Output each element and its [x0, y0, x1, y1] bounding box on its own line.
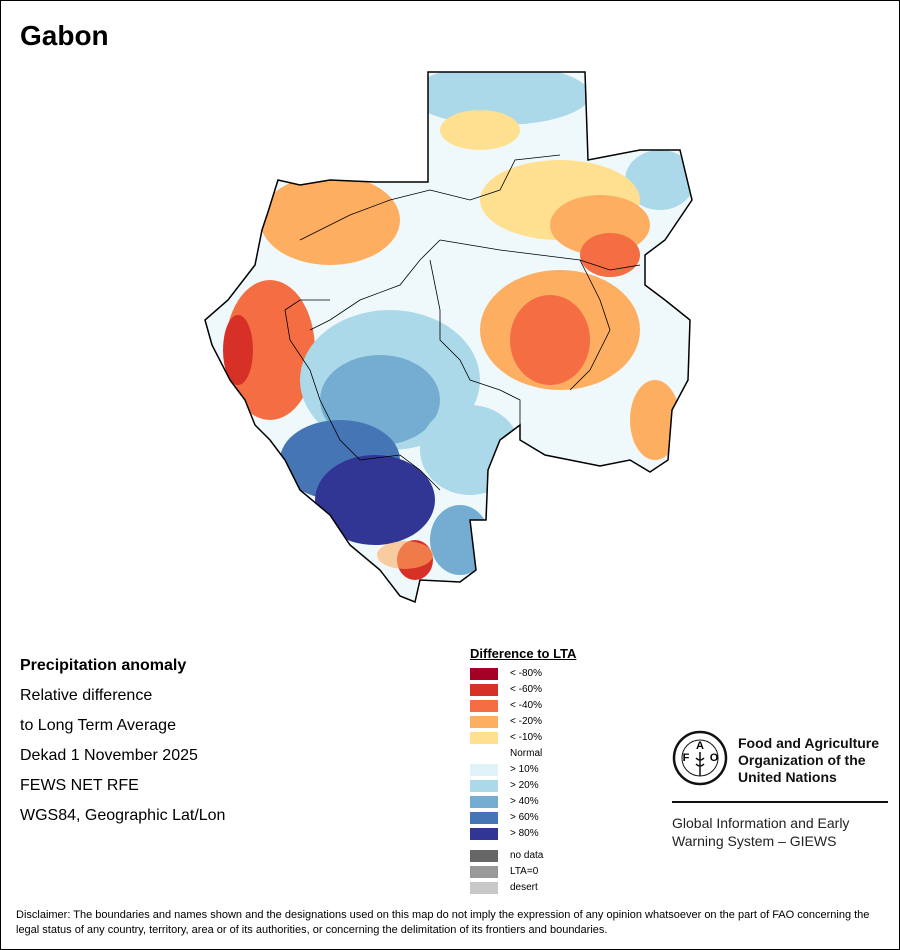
legend-swatch: [470, 780, 498, 792]
legend-label: LTA=0: [510, 866, 539, 877]
giews-line1: Global Information and Early: [672, 815, 850, 831]
fao-name-line1: Food and Agriculture: [738, 735, 880, 751]
legend-label: > 40%: [510, 796, 539, 807]
info-heading: Precipitation anomaly: [20, 657, 187, 674]
fao-name: Food and Agriculture Organization of the…: [738, 735, 879, 786]
info-projection: WGS84, Geographic Lat/Lon: [20, 807, 226, 824]
map-title: Gabon: [20, 20, 109, 51]
svg-text:O: O: [710, 752, 719, 764]
legend-item: < -60%: [470, 682, 576, 698]
legend-item: > 80%: [470, 826, 576, 842]
info-source: FEWS NET RFE: [20, 777, 139, 794]
legend-item: no data: [470, 848, 576, 864]
legend-item: LTA=0: [470, 864, 576, 880]
legend-item: desert: [470, 880, 576, 896]
legend-swatch: [470, 764, 498, 776]
disclaimer: Disclaimer: The boundaries and names sho…: [16, 909, 870, 936]
legend-swatch: [470, 882, 498, 894]
info-period: Dekad 1 November 2025: [20, 747, 198, 764]
legend-swatch: [470, 732, 498, 744]
legend: Difference to LTA < -80% < -60% < -40% < -2…: [470, 646, 576, 896]
info-line1: Relative difference: [20, 687, 153, 704]
svg-text:A: A: [696, 740, 704, 752]
legend-extra-items: no data LTA=0 desert: [470, 848, 576, 896]
legend-label: < -80%: [510, 668, 542, 679]
legend-item: Normal: [470, 746, 576, 762]
map-info: Precipitation anomaly Relative differenc…: [20, 656, 225, 836]
fao-emblem-icon: A F O: [672, 730, 728, 786]
legend-label: < -10%: [510, 732, 542, 743]
legend-label: > 80%: [510, 828, 539, 839]
legend-label: < -40%: [510, 700, 542, 711]
legend-swatch: [470, 716, 498, 728]
legend-label: desert: [510, 882, 538, 893]
legend-swatch: [470, 668, 498, 680]
legend-swatch: [470, 700, 498, 712]
legend-label: < -20%: [510, 716, 542, 727]
legend-swatch: [470, 850, 498, 862]
legend-label: > 60%: [510, 812, 539, 823]
legend-swatch: [470, 748, 498, 760]
legend-label: no data: [510, 850, 544, 861]
legend-label: > 20%: [510, 780, 539, 791]
legend-items: < -80% < -60% < -40% < -20% < -10% Normal > 10…: [470, 666, 576, 842]
fao-name-line3: United Nations: [738, 769, 837, 785]
legend-swatch: [470, 828, 498, 840]
legend-item: < -10%: [470, 730, 576, 746]
legend-item: > 60%: [470, 810, 576, 826]
fao-name-line2: Organization of the: [738, 752, 866, 768]
legend-swatch: [470, 796, 498, 808]
legend-swatch: [470, 866, 498, 878]
legend-item: < -40%: [470, 698, 576, 714]
anomaly-map: [204, 71, 693, 603]
legend-item: > 20%: [470, 778, 576, 794]
legend-title: Difference to LTA: [470, 646, 577, 661]
legend-item: < -20%: [470, 714, 576, 730]
legend-label: < -60%: [510, 684, 542, 695]
legend-swatch: [470, 812, 498, 824]
giews-name: Global Information and Early Warning Sys…: [672, 814, 849, 850]
legend-item: < -80%: [470, 666, 576, 682]
legend-label: Normal: [510, 748, 543, 759]
legend-swatch: [470, 684, 498, 696]
anomaly-raster: [205, 72, 692, 602]
legend-item: > 10%: [470, 762, 576, 778]
info-line2: to Long Term Average: [20, 717, 176, 734]
province-boundaries: [284, 154, 641, 491]
giews-line2: Warning System – GIEWS: [672, 833, 837, 849]
svg-text:F: F: [683, 752, 690, 764]
legend-label: > 10%: [510, 764, 539, 775]
divider: [672, 801, 888, 803]
legend-item: > 40%: [470, 794, 576, 810]
